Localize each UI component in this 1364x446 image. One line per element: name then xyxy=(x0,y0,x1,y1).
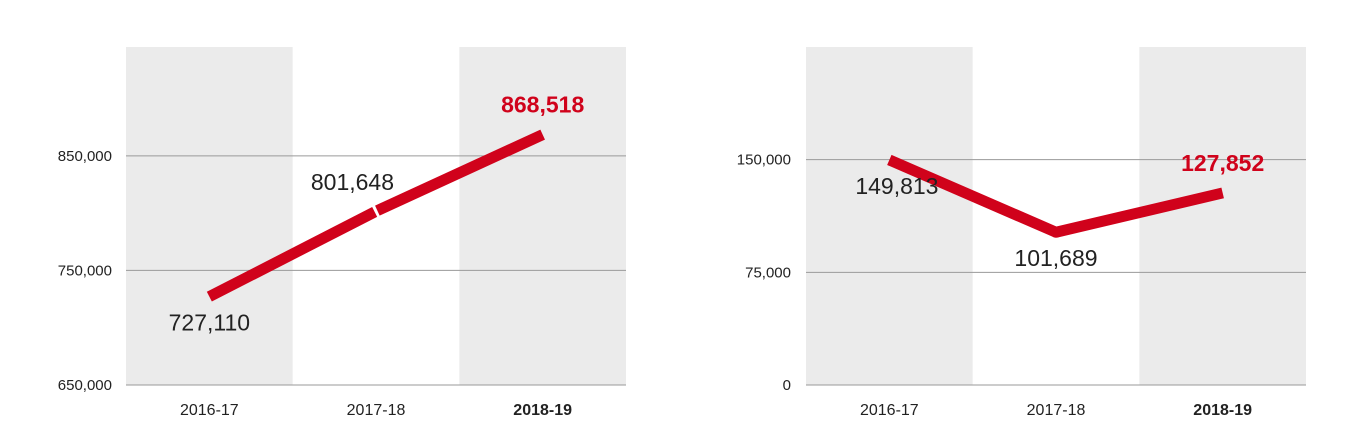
column-band xyxy=(459,47,626,385)
y-tick-label: 75,000 xyxy=(745,264,791,281)
x-tick-label: 2016-17 xyxy=(860,402,919,419)
series-line-segment xyxy=(887,154,1059,238)
column-band xyxy=(1139,47,1306,385)
x-tick-label: 2017-18 xyxy=(347,402,406,419)
data-label: 149,813 xyxy=(855,173,938,199)
data-label: 127,852 xyxy=(1181,150,1264,176)
data-label: 727,110 xyxy=(169,310,250,336)
data-point xyxy=(1050,226,1062,238)
x-tick-label: 2018-19 xyxy=(1193,402,1252,419)
y-tick-label: 0 xyxy=(783,377,791,394)
column-band xyxy=(806,47,973,385)
y-tick-label: 850,000 xyxy=(58,148,112,165)
data-label: 868,518 xyxy=(501,92,584,118)
y-tick-label: 750,000 xyxy=(58,262,112,279)
x-tick-label: 2016-17 xyxy=(180,402,239,419)
data-label: 101,689 xyxy=(1014,245,1097,271)
x-tick-label: 2017-18 xyxy=(1027,402,1086,419)
chart-2: 0 75,000 150,000 2016-17 2017-18 2018-19 149,8… xyxy=(737,47,1306,419)
x-tick-label: 2018-19 xyxy=(513,402,572,419)
column-band xyxy=(126,47,293,385)
series-line-segment xyxy=(206,207,378,302)
series-line-segment xyxy=(1054,187,1224,238)
chart-1: 650,000 750,000 850,000 2016-17 2017-18 2018-… xyxy=(58,47,626,419)
series-line-segment xyxy=(375,129,545,216)
y-tick-label: 150,000 xyxy=(737,152,791,169)
data-label: 801,648 xyxy=(311,169,394,195)
y-tick-label: 650,000 xyxy=(58,377,112,394)
